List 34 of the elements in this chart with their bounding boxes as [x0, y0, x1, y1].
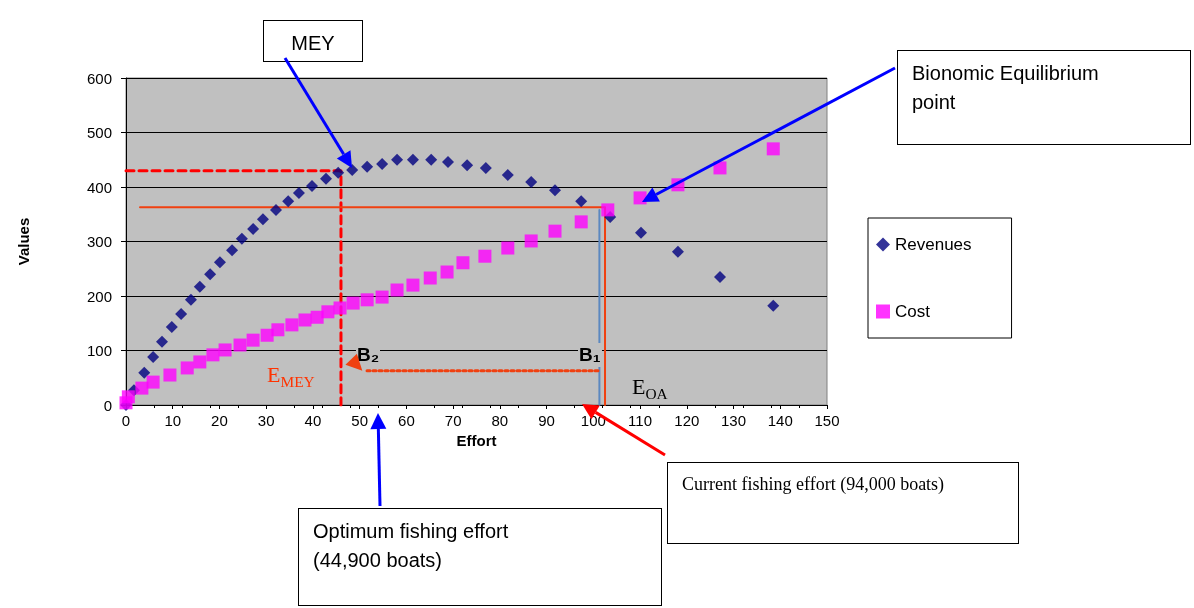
x-tick-label: 150 — [814, 412, 840, 429]
text: Current fishing effort (94,000 boats) — [682, 473, 946, 496]
x-tick-label: 10 — [164, 412, 182, 429]
annotation: B₂ — [356, 343, 381, 367]
x-tick-label: 80 — [491, 412, 509, 429]
text: Optimum fishing effort (44,900 boats) — [313, 519, 510, 573]
text: Bionomic Equilibrium point — [912, 61, 1100, 115]
annotation: E$_{OA}$ — [632, 374, 668, 404]
x-tick-label: 50 — [351, 412, 369, 429]
x-tick-label: 20 — [211, 412, 228, 429]
x-tick-label: 0 — [121, 412, 131, 429]
y-tick-label: 500 — [86, 124, 112, 141]
y-tick-label: 100 — [86, 342, 112, 359]
text: MEY — [290, 31, 336, 56]
x-tick-label: 120 — [674, 412, 700, 429]
x-tick-label: 140 — [767, 412, 793, 429]
y-tick-label: 200 — [86, 287, 112, 305]
x-tick-label: 40 — [304, 412, 322, 429]
y-tick-label: 300 — [86, 233, 112, 250]
legend-label: Cost — [895, 302, 931, 321]
x-tick-label: 70 — [444, 412, 462, 429]
x-tick-label: 90 — [538, 412, 555, 429]
y-tick-label: 600 — [86, 69, 112, 87]
annotation: E$_{MEY}$ — [267, 362, 315, 392]
x-tick-label: 130 — [721, 412, 747, 429]
x-tick-label: 110 — [628, 412, 653, 429]
annotation: B₁ — [578, 343, 602, 367]
x-axis-title: Effort — [456, 432, 497, 449]
y-tick-label: 400 — [86, 178, 112, 196]
legend-label: Revenues — [895, 235, 972, 254]
x-tick-label: 30 — [257, 412, 275, 429]
y-axis-title: Values — [15, 217, 32, 266]
x-tick-label: 60 — [398, 412, 415, 429]
y-tick-label: 0 — [103, 396, 112, 414]
